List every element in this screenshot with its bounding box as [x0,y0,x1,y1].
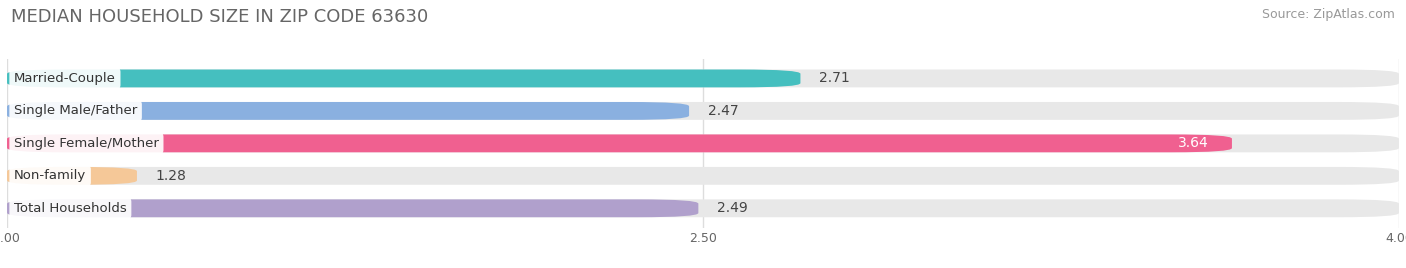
Text: Single Female/Mother: Single Female/Mother [14,137,159,150]
FancyBboxPatch shape [7,135,1232,152]
Text: MEDIAN HOUSEHOLD SIZE IN ZIP CODE 63630: MEDIAN HOUSEHOLD SIZE IN ZIP CODE 63630 [11,8,429,26]
Text: 2.71: 2.71 [820,72,849,85]
FancyBboxPatch shape [7,69,1399,87]
Text: Source: ZipAtlas.com: Source: ZipAtlas.com [1261,8,1395,21]
Text: 2.49: 2.49 [717,201,748,215]
FancyBboxPatch shape [7,102,1399,120]
Text: Total Households: Total Households [14,202,127,215]
Text: Single Male/Father: Single Male/Father [14,105,138,117]
Text: 1.28: 1.28 [156,169,187,183]
FancyBboxPatch shape [7,69,800,87]
FancyBboxPatch shape [7,102,689,120]
Text: 3.64: 3.64 [1178,136,1209,150]
Text: Married-Couple: Married-Couple [14,72,115,85]
FancyBboxPatch shape [7,167,136,185]
Text: Non-family: Non-family [14,169,86,182]
FancyBboxPatch shape [7,135,1399,152]
Text: 2.47: 2.47 [707,104,738,118]
FancyBboxPatch shape [7,167,1399,185]
FancyBboxPatch shape [7,199,1399,217]
FancyBboxPatch shape [7,199,699,217]
